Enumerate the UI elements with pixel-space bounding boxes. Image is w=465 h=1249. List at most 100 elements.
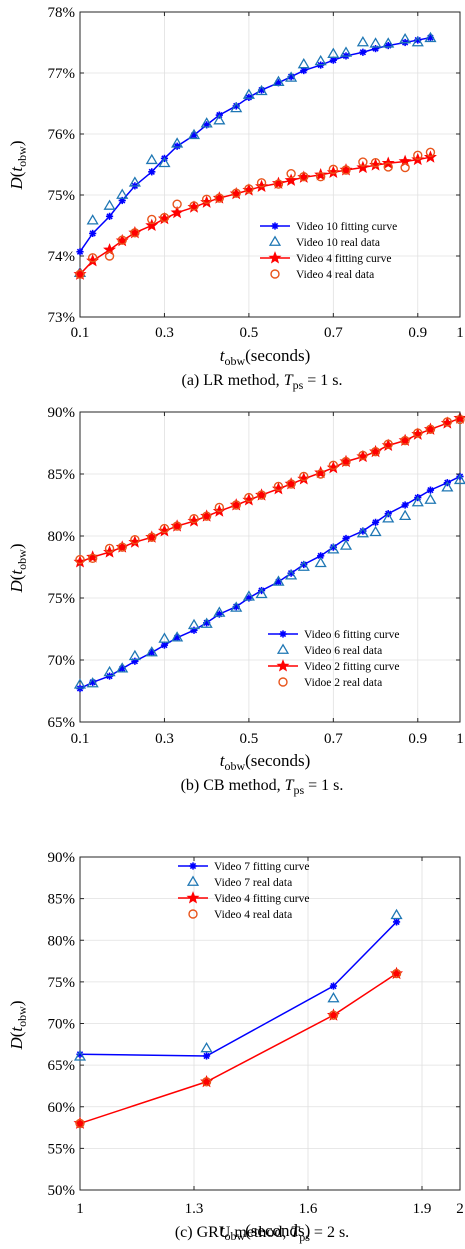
y-tick-label: 90% — [48, 405, 76, 421]
video-2-fitting-curve-point-25 — [423, 422, 437, 435]
video-10-real-data-point-22 — [382, 37, 395, 48]
vidoe-2-real-data-point-20 — [358, 450, 368, 461]
video-4-fitting-curve-point-14 — [271, 176, 285, 189]
vidoe-2-real-data-point-11 — [231, 500, 241, 510]
video-10-real-data-point-12 — [242, 88, 255, 99]
video-6-fitting-curve-point-25 — [426, 486, 435, 494]
video-4-fitting-curve-point-15 — [284, 173, 298, 186]
video-4-real-data-point-13 — [256, 178, 267, 188]
legend-label: Video 4 real data — [214, 909, 292, 921]
video-2-fitting-curve-point-23 — [398, 433, 412, 447]
video-6-real-data-point-15 — [285, 569, 298, 580]
video-10-real-data-point-16 — [297, 57, 310, 69]
legend-marker-video-7-fitting-curve-point-0 — [189, 862, 197, 870]
video-4-fitting-curve-point-23 — [398, 154, 412, 167]
video-4-real-data-point-1 — [87, 253, 98, 263]
video-2-fitting-curve-point-27 — [453, 411, 465, 424]
x-tick-label: 1.6 — [299, 1201, 318, 1217]
x-ticks: 0.1 0.3 0.5 0.7 0.9 1 — [71, 12, 464, 341]
x-tick-label: 0.7 — [324, 731, 343, 747]
video-4-fitting-curve-point-2 — [326, 1008, 340, 1021]
y-tick-label: 70% — [48, 653, 76, 669]
video-6-fitting-curve-point-23 — [401, 501, 409, 509]
video-6-real-data-point-24 — [411, 496, 424, 507]
video-2-fitting-curve-point-7 — [170, 519, 184, 532]
video-10-real-data-point-9 — [200, 117, 213, 128]
x-axis-label: tobw(seconds) — [220, 346, 311, 368]
video-4-real-data-point-24 — [413, 150, 423, 161]
legend-label: Video 6 fitting curve — [304, 629, 399, 641]
video-10-real-data-point-2 — [103, 199, 116, 210]
video-4-real-data-point-6 — [159, 212, 170, 223]
video-6-real-data-point-16 — [297, 560, 310, 571]
vidoe-2-real-data-point-1 — [87, 553, 98, 564]
video-4-fitting-curve-point-0 — [73, 1116, 87, 1129]
video-4-real-data-point-5 — [147, 214, 157, 225]
video-10-real-data-point-21 — [369, 37, 382, 48]
x-tick-label: 0.3 — [155, 731, 174, 747]
vidoe-2-real-data-point-16 — [299, 471, 309, 482]
video-4-real-data-point-25 — [425, 147, 436, 158]
video-2-fitting-curve-point-11 — [229, 498, 243, 511]
video-10-real-data-point-4 — [128, 176, 141, 187]
vidoe-2-real-data-point-22 — [383, 439, 393, 449]
legend-label: Vidoe 2 real data — [304, 677, 382, 689]
y-tick-label: 76% — [48, 127, 76, 143]
video-4-real-data-point-10 — [214, 193, 225, 203]
y-tick-label: 60% — [48, 1100, 76, 1116]
vidoe-2-real-data-point-23 — [400, 435, 410, 446]
video-6-real-data-point-19 — [339, 539, 353, 550]
video-7-real-data-point-1 — [200, 1041, 213, 1053]
x-axis-label: tobw(seconds) — [220, 1221, 311, 1243]
vidoe-2-real-data-point-5 — [147, 532, 157, 542]
video-6-real-data-point-14 — [272, 575, 285, 586]
video-10-real-data-point-3 — [116, 188, 129, 199]
legend-marker-video-2-fitting-curve-point-0 — [276, 659, 290, 672]
video-10-real-data-point-5 — [145, 153, 158, 165]
series-video-10-real-data — [73, 31, 437, 277]
legend-marker-video-4-real-data-point-0 — [188, 909, 198, 919]
y-ticks: 50% 55% 60% 65% 70% 75% 80% 85% 90% — [48, 850, 460, 1199]
video-6-real-data-point-3 — [116, 662, 129, 673]
legend-item-video-6-real-data: Video 6 real data — [276, 643, 382, 657]
video-2-fitting-curve-point-13 — [255, 488, 269, 501]
chart-caption: (a) LR method, Tps = 1 s. — [181, 372, 342, 392]
legend: Video 10 fitting curve Video 10 real data… — [260, 221, 397, 281]
x-tick-label: 0.1 — [71, 325, 90, 341]
x-tick-label: 1.3 — [185, 1201, 204, 1217]
video-6-real-data-point-17 — [314, 556, 327, 568]
video-2-fitting-curve-point-5 — [145, 530, 159, 543]
chart-caption: (b) CB method, Tps = 1 s. — [181, 777, 344, 797]
video-6-real-data-point-9 — [200, 617, 213, 628]
x-tick-label: 0.7 — [324, 325, 343, 341]
y-tick-label: 74% — [48, 249, 76, 265]
video-6-real-data-point-13 — [255, 587, 268, 599]
y-tick-label: 77% — [48, 66, 76, 82]
vidoe-2-real-data-point-9 — [201, 511, 212, 521]
video-6-real-data-point-20 — [356, 527, 369, 538]
y-tick-label: 85% — [48, 467, 76, 483]
series-line-video-2-fitting-curve — [79, 417, 461, 563]
video-2-fitting-curve-point-17 — [314, 465, 328, 479]
series-line-video-4-fitting-curve — [79, 972, 397, 1125]
x-tick-label: 0.9 — [408, 325, 427, 341]
vidoe-2-real-data-point-18 — [328, 460, 339, 471]
video-6-fitting-curve-point-4 — [131, 657, 139, 665]
chart-cb-method: 0.1 0.3 0.5 0.7 0.9 1 65% 70% 75% 80% 85% 90% D(to… — [7, 405, 465, 797]
series-video-4-fitting-curve — [73, 966, 404, 1129]
video-10-fitting-curve-point-2 — [105, 212, 114, 220]
video-4-real-data-point-0 — [75, 1118, 85, 1129]
legend-item-video-10-real-data: Video 10 real data — [268, 235, 380, 249]
video-4-fitting-curve-point-5 — [145, 218, 159, 232]
video-10-fitting-curve-point-24 — [414, 36, 422, 44]
vidoe-2-real-data-point-8 — [189, 513, 199, 524]
vidoe-2-real-data-point-24 — [413, 428, 423, 438]
video-10-real-data-point-7 — [171, 137, 184, 148]
x-tick-label: 1.9 — [413, 1201, 432, 1217]
vidoe-2-real-data-point-17 — [315, 469, 326, 479]
video-4-real-data-point-7 — [172, 199, 182, 209]
legend-item-vidoe-2-real-data: Vidoe 2 real data — [278, 677, 382, 689]
legend-item-video-4-real-data: Video 4 real data — [270, 269, 374, 281]
video-10-fitting-curve-point-7 — [173, 142, 181, 150]
y-tick-label: 78% — [48, 5, 76, 21]
